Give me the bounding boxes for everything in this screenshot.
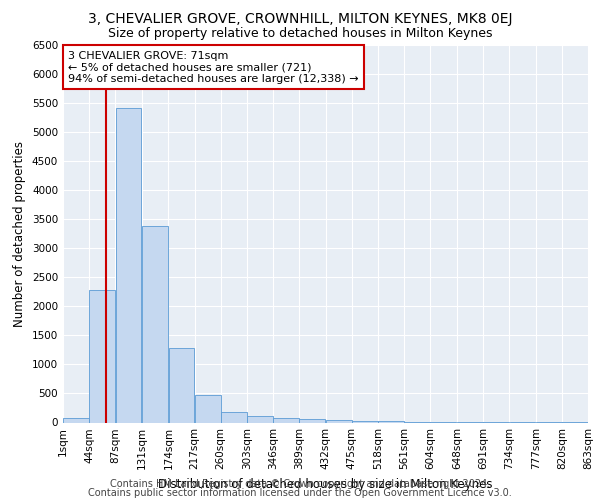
Bar	[247, 416, 273, 422]
Bar	[89, 290, 115, 422]
Y-axis label: Number of detached properties: Number of detached properties	[13, 141, 26, 327]
X-axis label: Distribution of detached houses by size in Milton Keynes: Distribution of detached houses by size …	[158, 478, 493, 491]
Bar	[352, 421, 378, 422]
Bar	[326, 420, 352, 422]
Text: Contains public sector information licensed under the Open Government Licence v3: Contains public sector information licen…	[88, 488, 512, 498]
Bar	[169, 348, 194, 422]
Bar	[142, 226, 168, 422]
Bar	[63, 418, 89, 422]
Bar	[195, 394, 221, 422]
Text: Contains HM Land Registry data © Crown copyright and database right 2024.: Contains HM Land Registry data © Crown c…	[110, 479, 490, 489]
Bar	[221, 412, 247, 422]
Bar	[273, 418, 299, 422]
Bar	[299, 420, 325, 422]
Text: 3 CHEVALIER GROVE: 71sqm
← 5% of detached houses are smaller (721)
94% of semi-d: 3 CHEVALIER GROVE: 71sqm ← 5% of detache…	[68, 50, 359, 84]
Bar	[116, 108, 142, 422]
Text: Size of property relative to detached houses in Milton Keynes: Size of property relative to detached ho…	[108, 28, 492, 40]
Text: 3, CHEVALIER GROVE, CROWNHILL, MILTON KEYNES, MK8 0EJ: 3, CHEVALIER GROVE, CROWNHILL, MILTON KE…	[88, 12, 512, 26]
